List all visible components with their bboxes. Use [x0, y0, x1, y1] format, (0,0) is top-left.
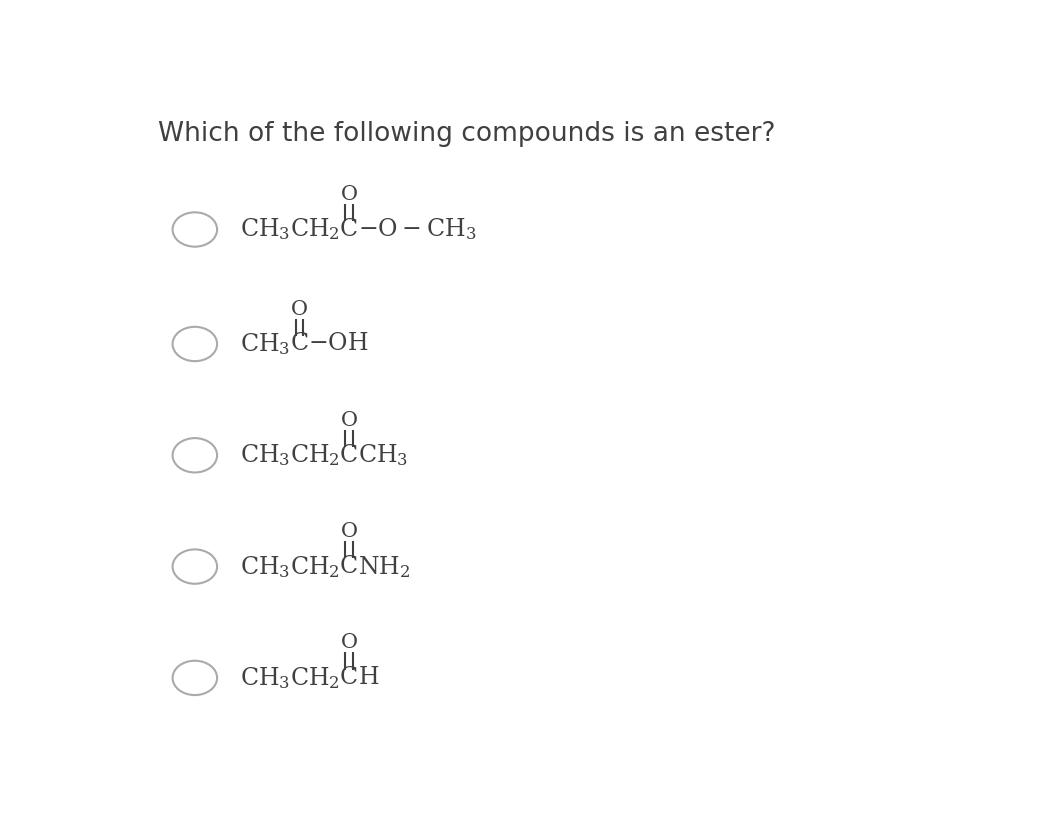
Text: C: C: [340, 555, 359, 578]
Text: O: O: [290, 300, 307, 319]
Text: C: C: [340, 444, 359, 467]
Text: O: O: [340, 634, 358, 653]
Text: $\mathregular{CH_3CH_2}$: $\mathregular{CH_3CH_2}$: [240, 216, 340, 243]
Text: $\mathregular{CH_3}$: $\mathregular{CH_3}$: [240, 331, 290, 357]
Text: $\mathregular{-OH}$: $\mathregular{-OH}$: [309, 333, 369, 355]
Text: $\mathregular{-O-CH_3}$: $\mathregular{-O-CH_3}$: [359, 216, 477, 243]
Text: $\mathregular{H}$: $\mathregular{H}$: [359, 667, 380, 690]
Text: $\mathregular{CH_3CH_2}$: $\mathregular{CH_3CH_2}$: [240, 553, 340, 580]
Text: O: O: [340, 522, 358, 541]
Text: Which of the following compounds is an ester?: Which of the following compounds is an e…: [157, 121, 776, 147]
Text: C: C: [340, 667, 359, 690]
Text: $\mathregular{CH_3CH_2}$: $\mathregular{CH_3CH_2}$: [240, 665, 340, 691]
Text: C: C: [340, 218, 359, 241]
Text: $\mathregular{CH_3CH_2}$: $\mathregular{CH_3CH_2}$: [240, 443, 340, 468]
Text: $\mathregular{NH_2}$: $\mathregular{NH_2}$: [359, 553, 411, 580]
Text: C: C: [290, 333, 309, 355]
Text: $\mathregular{CH_3}$: $\mathregular{CH_3}$: [359, 443, 409, 468]
Text: O: O: [340, 185, 358, 204]
Text: O: O: [340, 411, 358, 430]
